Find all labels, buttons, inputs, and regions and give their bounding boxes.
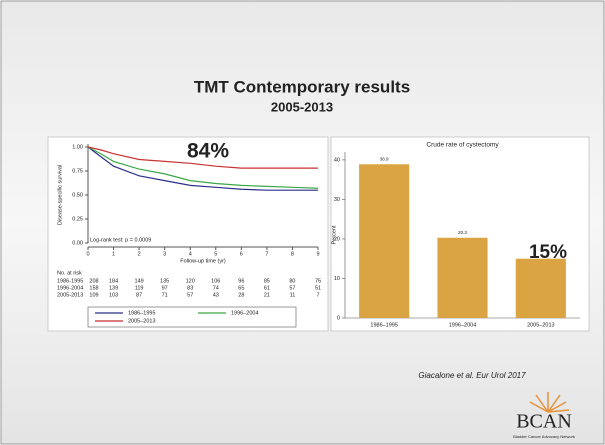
citation: Giacalone et al. Eur Urol 2017 [418, 371, 526, 380]
survival-curve [87, 146, 319, 189]
legend-label: 1996–2004 [231, 310, 259, 316]
x-tick-label: 3 [163, 251, 166, 257]
x-tick-label: 1996–2004 [449, 322, 477, 328]
x-tick-label: 6 [240, 251, 243, 257]
value-label: 20.3 [458, 230, 467, 235]
risk-cell: 139 [109, 285, 118, 291]
risk-cell: 85 [264, 278, 270, 284]
risk-cell: 87 [136, 292, 142, 298]
y-axis-label: Percent [331, 225, 337, 244]
risk-cell: 65 [238, 285, 244, 291]
value-label: 38.9 [380, 156, 389, 161]
risk-cell: 75 [315, 278, 321, 284]
x-tick-label: 2005–2013 [527, 322, 555, 328]
risk-cell: 57 [187, 292, 193, 298]
x-tick-label: 1 [112, 251, 115, 257]
y-tick-label: 0.00 [72, 240, 83, 246]
risk-row-label: 1996-2004 [57, 285, 83, 291]
risk-cell: 109 [89, 292, 98, 298]
x-tick-label: 1986–1995 [370, 322, 398, 328]
risk-row-label: 1986-1995 [57, 278, 83, 284]
risk-cell: 7 [316, 292, 319, 298]
x-tick-label: 7 [265, 251, 268, 257]
x-axis-label: Follow-up time (yr) [180, 258, 226, 264]
risk-cell: 74 [213, 285, 219, 291]
annotation: 15% [529, 242, 567, 263]
y-axis-label: Disease-specific survival [57, 165, 63, 225]
chart-title: Crude rate of cystectomy [426, 142, 499, 149]
legend-label: 1986–1995 [128, 310, 156, 316]
risk-cell: 149 [135, 278, 144, 284]
x-tick-label: 8 [291, 251, 294, 257]
risk-cell: 71 [162, 292, 168, 298]
risk-cell: 21 [264, 292, 270, 298]
risk-cell: 57 [289, 285, 295, 291]
risk-cell: 51 [315, 285, 321, 291]
y-tick-label: 0 [337, 315, 340, 321]
slide-title: TMT Contemporary results [194, 77, 410, 96]
legend-label: 2005–2013 [128, 318, 156, 324]
annotation: 84% [187, 140, 229, 163]
y-tick-label: 0.75 [72, 168, 83, 174]
x-tick-label: 4 [189, 251, 192, 257]
risk-cell: 61 [264, 285, 270, 291]
y-tick-label: 1.00 [72, 144, 83, 150]
x-tick-label: 0 [86, 251, 89, 257]
risk-cell: 80 [289, 278, 295, 284]
logo-caption: Bladder Cancer Advocacy Network [513, 434, 575, 439]
x-tick-label: 9 [316, 251, 319, 257]
bar [359, 164, 410, 318]
y-tick-label: 0.50 [72, 192, 83, 198]
y-tick-label: 10 [334, 276, 340, 282]
bar [437, 237, 488, 318]
risk-cell: 158 [89, 285, 98, 291]
risk-row-label: 2005-2013 [57, 292, 83, 298]
y-tick-label: 40 [334, 157, 340, 163]
risk-cell: 120 [186, 278, 195, 284]
risk-cell: 184 [109, 278, 118, 284]
risk-cell: 96 [238, 278, 244, 284]
slide-subtitle: 2005-2013 [271, 99, 333, 114]
y-tick-label: 0.25 [72, 216, 83, 222]
risk-cell: 11 [290, 292, 296, 298]
risk-cell: 83 [187, 285, 193, 291]
y-tick-label: 20 [334, 236, 340, 242]
risk-table-title: No. at risk [57, 270, 82, 276]
x-tick-label: 2 [138, 251, 141, 257]
left-panel [47, 136, 329, 332]
risk-cell: 103 [109, 292, 118, 298]
risk-cell: 28 [238, 292, 244, 298]
annotation: Log-rank test: p = 0.0009 [90, 237, 151, 243]
y-tick-label: 30 [334, 197, 340, 203]
bar [515, 258, 566, 318]
risk-cell: 106 [211, 278, 220, 284]
risk-cell: 135 [160, 278, 169, 284]
risk-cell: 119 [135, 285, 144, 291]
legend-box [87, 306, 297, 328]
logo-rays [529, 392, 570, 413]
x-tick-label: 5 [214, 251, 217, 257]
logo: BCAN [516, 411, 572, 433]
survival-curve [87, 146, 318, 191]
risk-cell: 43 [213, 292, 219, 298]
risk-cell: 208 [89, 278, 98, 284]
survival-curve [87, 146, 318, 169]
risk-cell: 97 [162, 285, 168, 291]
